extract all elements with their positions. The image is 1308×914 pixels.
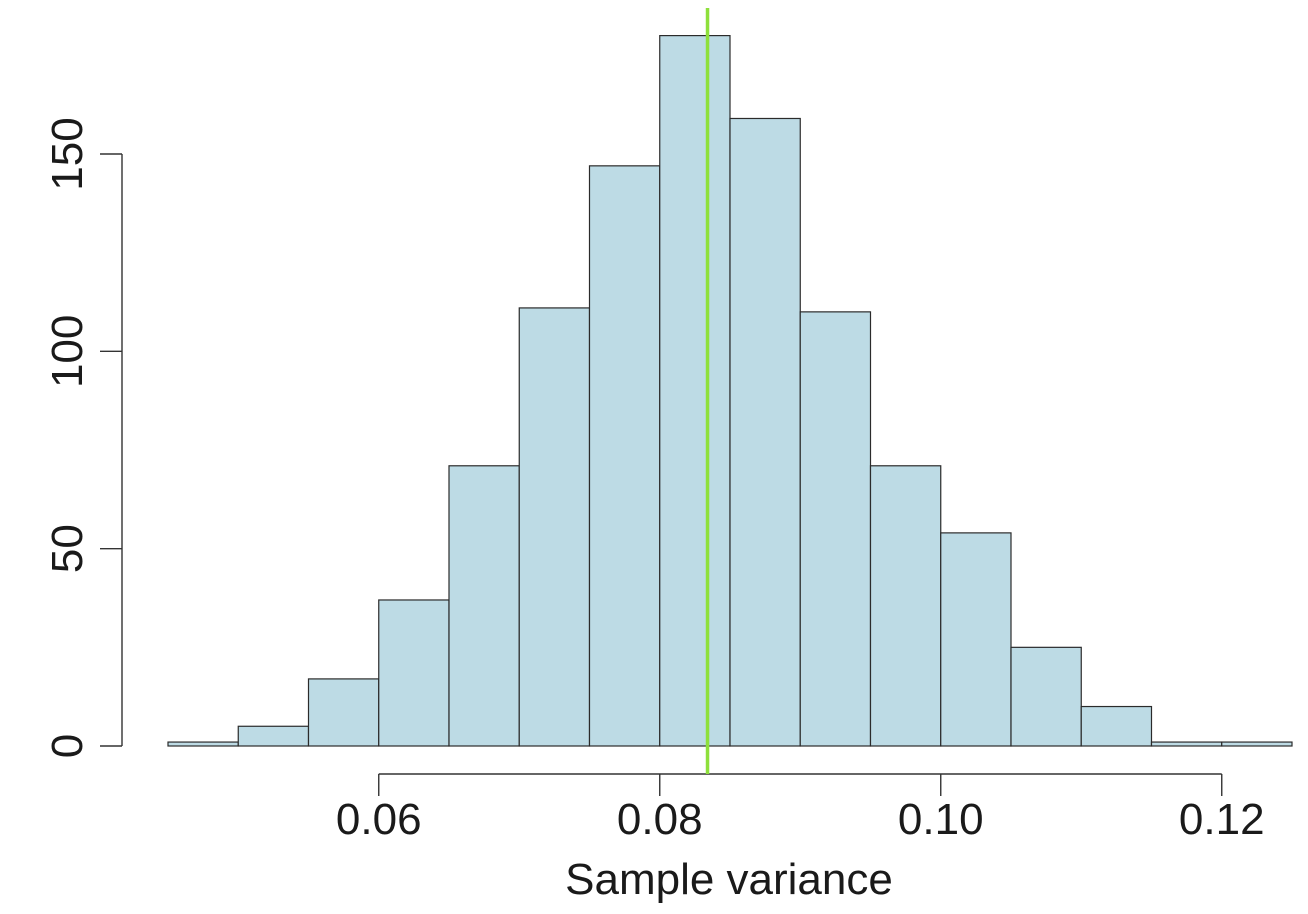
- histogram-bar: [869, 465, 942, 747]
- y-tick-label: 0: [43, 734, 92, 758]
- x-axis-title: Sample variance: [565, 855, 893, 904]
- histogram-bar: [588, 165, 661, 747]
- histogram-bar: [167, 741, 239, 747]
- x-tick-label: 0.12: [1179, 795, 1265, 844]
- histogram-bar: [659, 34, 731, 747]
- histogram-bar: [1010, 646, 1082, 747]
- histogram-bar: [448, 465, 520, 747]
- histogram-bar: [729, 117, 801, 747]
- histogram-bar: [1080, 705, 1153, 747]
- x-axis: 0.06 0.08 0.10 0.12: [336, 773, 1265, 844]
- histogram-bar: [307, 678, 380, 747]
- x-tick-label: 0.06: [336, 795, 422, 844]
- y-tick-label: 50: [43, 524, 92, 573]
- x-tick-label: 0.08: [617, 795, 703, 844]
- histogram-bar: [237, 725, 310, 747]
- histogram-bar: [799, 311, 872, 747]
- histogram-bar: [940, 532, 1012, 747]
- y-tick-label: 150: [43, 117, 92, 190]
- histogram-bar: [1221, 741, 1293, 747]
- histogram-bar: [1150, 741, 1223, 747]
- y-tick-label: 100: [43, 315, 92, 388]
- histogram-bar: [518, 307, 591, 747]
- y-axis: 0 50 100 150: [43, 117, 123, 758]
- histogram-bars: [167, 34, 1293, 747]
- x-tick-label: 0.10: [898, 795, 984, 844]
- histogram-bar: [378, 599, 450, 747]
